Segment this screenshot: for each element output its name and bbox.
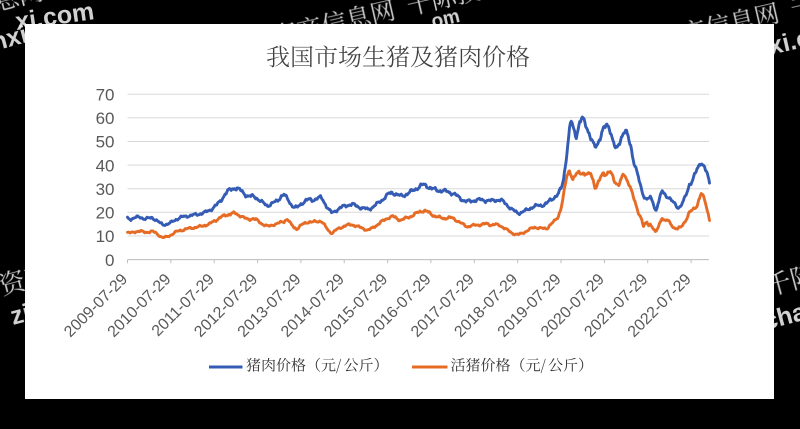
svg-text:40: 40	[96, 156, 115, 175]
svg-text:50: 50	[96, 133, 115, 152]
svg-text:10: 10	[96, 227, 115, 246]
svg-text:20: 20	[96, 204, 115, 223]
svg-text:0: 0	[105, 251, 114, 270]
svg-text:60: 60	[96, 109, 115, 128]
svg-text:70: 70	[96, 85, 115, 104]
svg-text:30: 30	[96, 180, 115, 199]
